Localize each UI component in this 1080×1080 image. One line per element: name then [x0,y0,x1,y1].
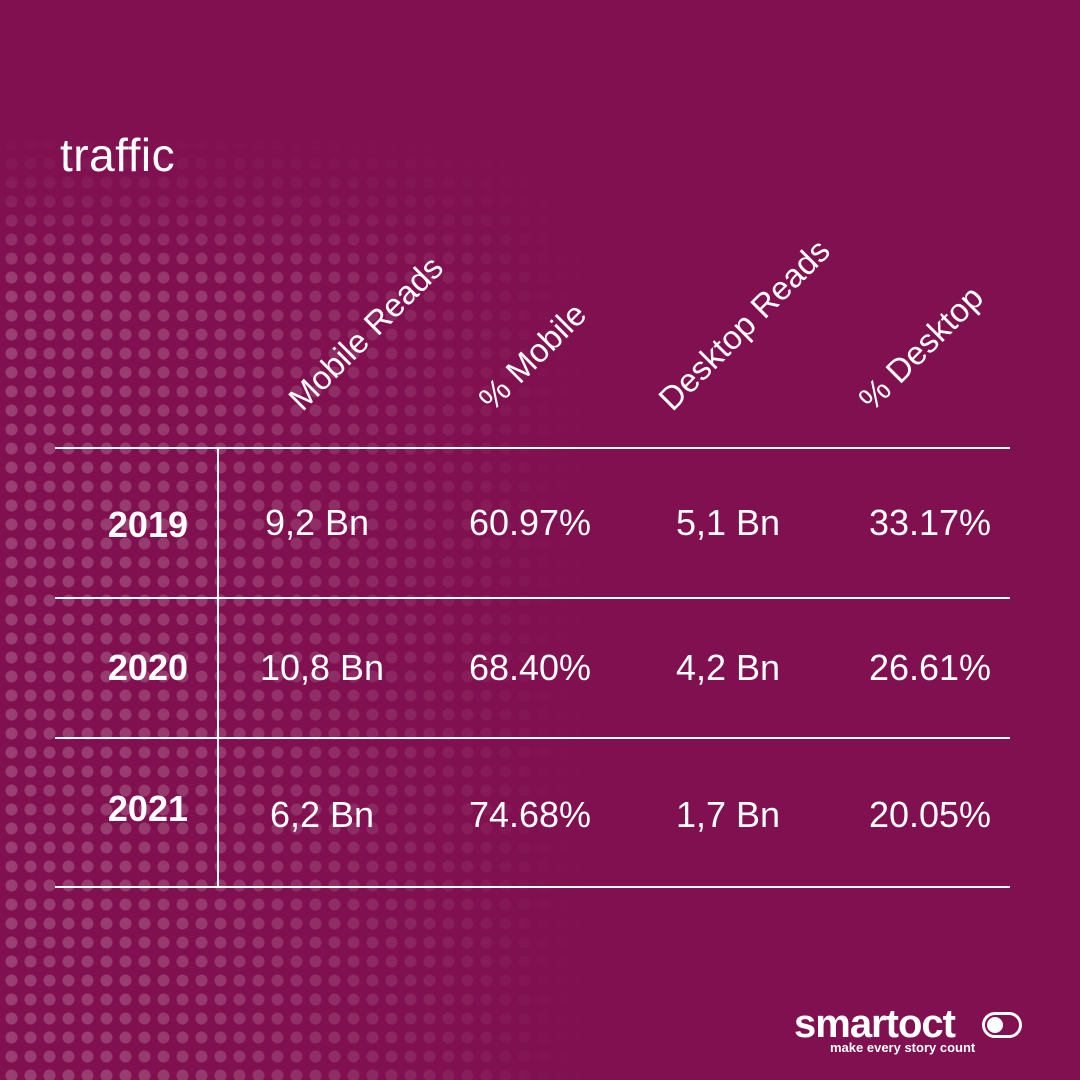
row-year: 2021 [107,788,188,829]
cell-percent-mobile: 60.97% [468,502,592,543]
cell-percent-mobile: 68.40% [468,647,592,688]
table-top-rule [55,447,1010,449]
row-divider [55,737,1010,739]
logo-wordmark: smartoct [794,1002,956,1046]
cell-percent-desktop: 20.05% [868,794,992,835]
cell-mobile-reads: 9,2 Bn [264,502,370,543]
cell-desktop-reads: 5,1 Bn [675,502,781,543]
cell-percent-desktop: 26.61% [868,647,992,688]
cell-desktop-reads: 4,2 Bn [675,647,781,688]
page-title: traffic [60,129,176,181]
cell-percent-desktop: 33.17% [868,502,992,543]
row-year: 2019 [107,504,188,545]
year-column-divider [217,448,219,888]
row-divider [55,597,1010,599]
cell-mobile-reads: 6,2 Bn [269,794,375,835]
toggle-icon [982,1012,1022,1038]
logo-tagline: make every story count [830,1040,976,1055]
cell-percent-mobile: 74.68% [468,794,592,835]
table-bottom-rule [55,886,1010,888]
cell-desktop-reads: 1,7 Bn [675,794,781,835]
row-year: 2020 [107,647,188,688]
smartocto-logo: smartoct make every story count [794,1002,1034,1062]
cell-mobile-reads: 10,8 Bn [259,647,385,688]
